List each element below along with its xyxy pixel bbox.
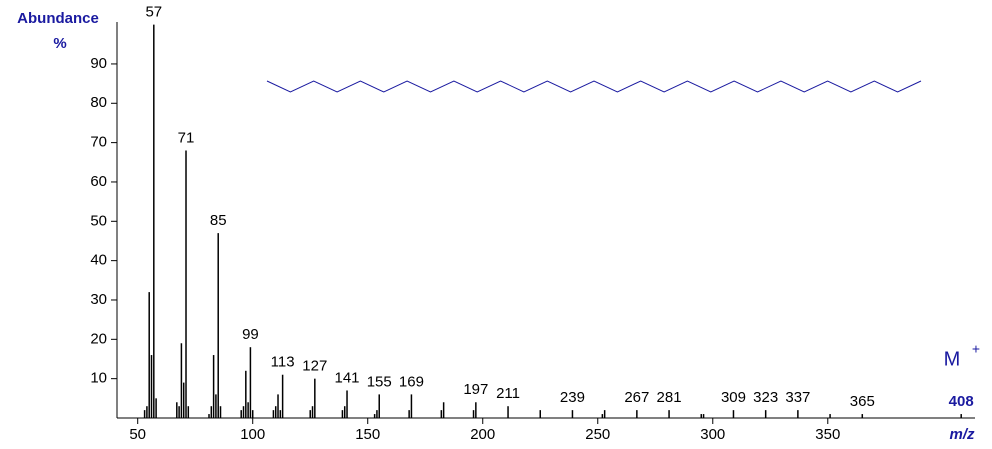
- x-tick-label: 250: [585, 426, 610, 443]
- y-tick-label: 70: [90, 134, 107, 151]
- peak-label: 57: [145, 4, 162, 21]
- peak-label: 99: [242, 326, 259, 343]
- peak-label: 71: [178, 129, 195, 146]
- peak-label: 309: [721, 389, 746, 406]
- y-label: %: [53, 35, 66, 52]
- x-tick-label: 50: [129, 426, 146, 443]
- y-tick-label: 50: [90, 212, 107, 229]
- peak-label: 155: [367, 373, 392, 390]
- y-tick-label: 10: [90, 370, 107, 387]
- molecular-ion-value: 408: [949, 393, 974, 410]
- x-tick-label: 150: [355, 426, 380, 443]
- y-tick-label: 40: [90, 252, 107, 269]
- y-tick-label: 80: [90, 94, 107, 111]
- peak-label: 169: [399, 373, 424, 390]
- peak-label: 281: [657, 389, 682, 406]
- peak-label: 365: [850, 393, 875, 410]
- peak-label: 127: [302, 358, 327, 375]
- peak-label: 323: [753, 389, 778, 406]
- y-tick-label: 90: [90, 55, 107, 72]
- y-tick-label: 30: [90, 291, 107, 308]
- peak-label: 113: [271, 354, 295, 371]
- y-tick-label: 60: [90, 173, 107, 190]
- peak-label: 197: [463, 381, 488, 398]
- peak-label: 239: [560, 389, 585, 406]
- peak-label: 85: [210, 212, 227, 229]
- y-tick-label: 20: [90, 330, 107, 347]
- y-label: Abundance: [17, 10, 99, 27]
- molecular-ion-charge: +: [972, 341, 980, 357]
- x-tick-label: 350: [815, 426, 840, 443]
- peak-label: 211: [496, 385, 520, 402]
- x-tick-label: 300: [700, 426, 725, 443]
- x-tick-label: 100: [240, 426, 265, 443]
- molecule-structure: [266, 80, 922, 93]
- peak-label: 141: [335, 369, 360, 386]
- molecular-ion-label: M: [944, 348, 961, 370]
- peak-label: 267: [624, 389, 649, 406]
- x-label: m/z: [949, 426, 975, 443]
- x-tick-label: 200: [470, 426, 495, 443]
- peak-label: 337: [785, 389, 810, 406]
